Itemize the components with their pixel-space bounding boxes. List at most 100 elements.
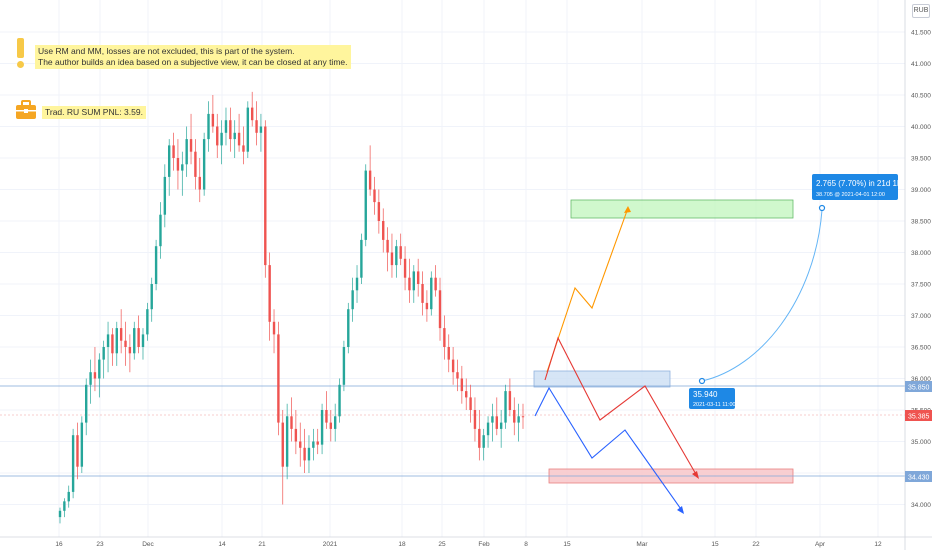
candle-body [85,384,88,423]
pnl-note: Trad. RU SUM PNL: 3.59. [42,106,146,119]
candle-body [185,139,188,165]
candle-body [194,151,197,177]
candle-body [255,120,258,133]
projection-start-value: 35.940 [693,390,718,399]
candle-body [447,347,450,360]
x-tick-label: Apr [815,541,826,548]
projection-start-label: 35.940 2021-03-11 11:00 [689,388,736,409]
candle-body [67,491,70,502]
candle-body [399,246,402,259]
candle-body [482,435,485,448]
y-tick-label: 38.000 [911,250,931,257]
candle-body [89,372,92,385]
candle-body [211,113,215,127]
candle-body [207,113,210,140]
x-tick-label: 2021 [323,541,338,548]
projection-target-label: 2.765 (7.70%) in 21d 1h 38.705 @ 2021-04… [812,174,901,200]
candle-body [425,302,429,310]
candle-body [329,422,333,429]
candle-body [224,120,228,133]
candle-body [390,252,394,266]
price-axis[interactable]: 34.00034.50035.00035.50036.00036.50037.0… [904,0,931,550]
candle-body [181,164,184,171]
candle-body [268,265,271,322]
candle-body [233,132,236,140]
projection-start-point [698,377,706,385]
candle-body [137,328,140,347]
candle-body [154,246,158,284]
candle-body [421,284,424,303]
red-arrow-head [692,471,699,479]
candle-body [469,397,472,410]
orange-arrow-head [624,206,631,213]
support-price-tag: 34.430 [905,471,932,482]
disclaimer-line-1: Use RM and MM, losses are not excluded, … [38,46,295,56]
exclamation-icon [17,38,25,68]
y-tick-label: 41.000 [911,61,931,68]
candle-body [347,309,350,347]
candle-body [294,428,298,442]
candle-body [416,271,420,284]
candle-body [124,340,127,347]
candle-body [216,126,219,146]
candle-body [76,435,79,467]
x-tick-label: 15 [563,541,571,548]
candle-body [412,271,416,291]
candle-body [93,372,97,379]
x-tick-label: 21 [258,541,266,548]
candles [58,91,525,524]
candle-body [290,416,293,429]
red-scenario-path [544,336,698,477]
y-tick-label: 35.000 [911,439,931,446]
candle-body [80,422,84,467]
candle-body [478,428,481,448]
entry-zone [533,370,671,388]
projection-curve [701,209,823,382]
grid-lines [0,0,905,537]
candle-body [312,441,315,448]
time-axis[interactable]: 16 23 Dec 14 21 2021 18 25 Feb 8 15 Mar 15 22 Apr 12 [0,536,932,548]
candle-body [325,410,328,423]
svg-text:35.385: 35.385 [908,414,930,421]
candle-body [102,347,105,360]
x-tick-label: Mar [636,541,648,548]
candle-body [499,422,503,429]
svg-text:34.430: 34.430 [908,475,930,482]
x-tick-label: 25 [438,541,446,548]
candle-body [281,422,284,467]
candle-body [386,239,389,253]
blue-arrow-head [677,506,684,514]
y-tick-label: 39.000 [911,187,931,194]
x-tick-label: 12 [874,541,882,548]
candle-body [403,258,407,278]
currency-badge[interactable]: RUB [912,4,930,18]
candle-body [491,416,494,423]
y-tick-label: 37.000 [911,313,931,320]
candle-body [456,372,459,379]
x-tick-label: 14 [218,541,226,548]
candle-body [307,447,311,461]
blue-scenario-path [534,386,684,513]
y-tick-label: 37.500 [911,282,931,289]
y-tick-label: 40.000 [911,124,931,131]
candle-body [333,416,337,429]
y-tick-label: 41.500 [911,30,931,37]
candle-body [443,328,446,347]
candle-body [98,359,101,379]
y-tick-label: 40.500 [911,93,931,100]
candle-body [111,334,114,354]
candle-body [198,176,201,190]
candle-body [146,309,149,335]
candle-body [285,416,289,467]
x-tick-label: 15 [711,541,719,548]
candle-body [172,145,175,158]
orange-scenario-path [546,207,629,373]
candle-body [316,441,319,445]
candle-body [351,290,354,310]
x-tick-label: 22 [752,541,760,548]
y-tick-label: 34.000 [911,502,931,509]
candle-body [360,239,363,278]
candle-body [382,221,385,240]
candle-body [342,347,346,385]
